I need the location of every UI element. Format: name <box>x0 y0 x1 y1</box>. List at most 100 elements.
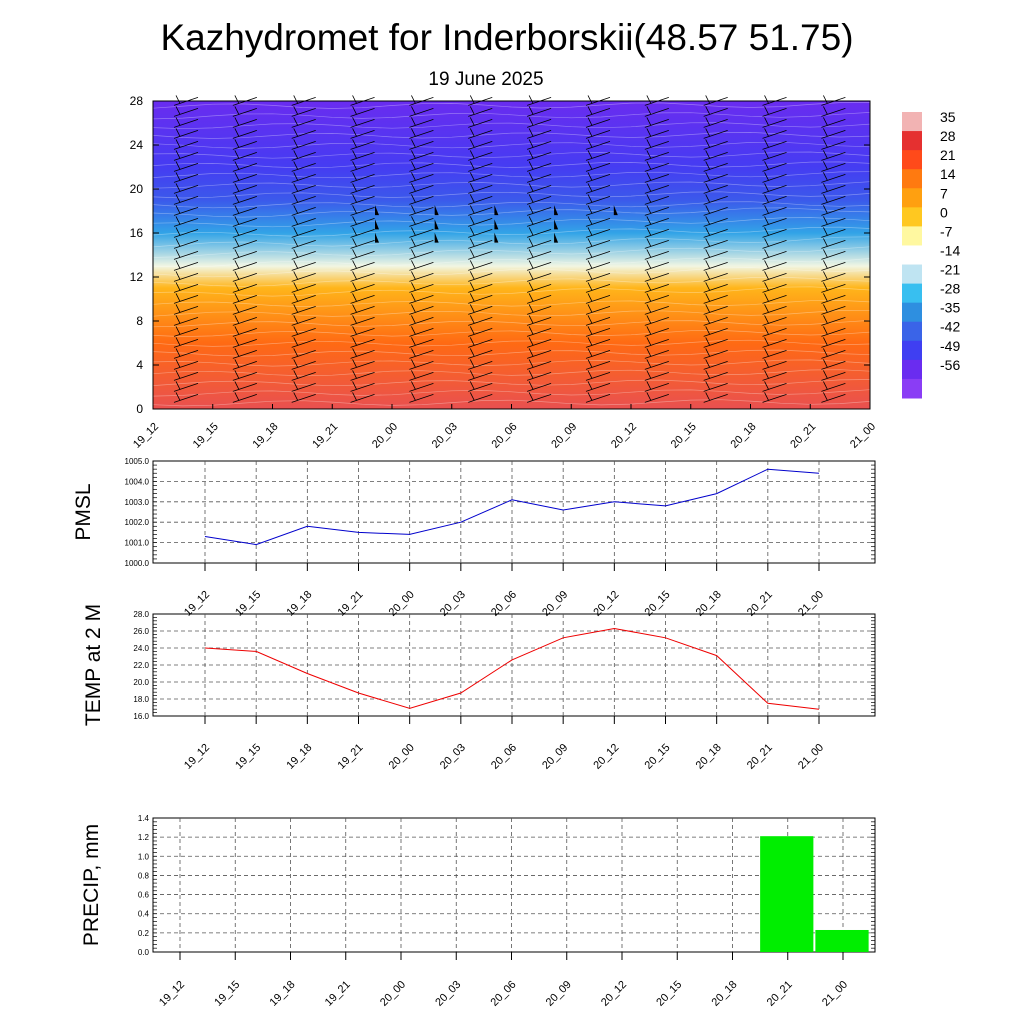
colorbar-label: 7 <box>940 185 948 201</box>
wind-barb <box>703 150 728 161</box>
x-tick-label: 20_21 <box>765 979 795 1009</box>
wind-barb <box>350 315 375 326</box>
wind-barb <box>585 249 611 260</box>
colorbar-swatch <box>902 169 922 189</box>
wind-barb <box>585 150 611 161</box>
wind-barb <box>644 249 669 260</box>
wind-barb <box>468 282 493 293</box>
wind-barb <box>703 370 728 381</box>
wind-barb <box>585 392 611 403</box>
wind-barb <box>173 150 199 161</box>
wind-barb <box>232 150 257 161</box>
wind-barb <box>644 315 669 326</box>
wind-barb <box>173 315 199 326</box>
wind-barb <box>173 161 199 172</box>
x-tick-label: 19_15 <box>233 742 263 772</box>
contour-line <box>152 112 871 120</box>
precip-bar <box>760 836 814 952</box>
wind-barb <box>526 315 552 326</box>
wind-barb <box>526 392 552 403</box>
wind-barb <box>468 260 493 271</box>
wind-barb <box>703 139 728 150</box>
wind-barb <box>821 150 846 161</box>
wind-barb <box>821 271 846 282</box>
wind-barb <box>232 227 257 238</box>
x-tick-label: 20_15 <box>669 421 699 451</box>
wind-barb <box>526 227 552 238</box>
wind-barb <box>762 227 787 238</box>
x-tick-label: 20_03 <box>438 742 468 772</box>
x-tick-label: 21_00 <box>848 421 878 451</box>
wind-barb <box>468 315 493 326</box>
wind-barb <box>173 117 199 128</box>
wind-barb <box>526 161 552 172</box>
wind-barb <box>821 337 846 348</box>
wind-barbs <box>173 95 846 403</box>
wind-barb <box>468 271 493 282</box>
wind-barb <box>585 271 611 282</box>
chart-subtitle: 19 June 2025 <box>428 69 543 90</box>
x-tick-label: 20_06 <box>489 979 519 1009</box>
contour-line <box>152 181 871 189</box>
wind-barb <box>468 381 493 392</box>
wind-barb <box>585 128 611 139</box>
wind-barb <box>762 128 787 139</box>
wind-barb <box>644 304 669 315</box>
wind-barb <box>644 260 669 271</box>
wind-barb <box>526 172 552 183</box>
wind-barb <box>291 282 316 293</box>
wind-barb <box>291 260 316 271</box>
x-tick-label: 21_00 <box>796 742 826 772</box>
wind-barb <box>232 128 257 139</box>
wind-barb <box>526 282 552 293</box>
wind-barb <box>232 381 257 392</box>
contour-line <box>152 236 871 248</box>
wind-barb <box>409 249 434 260</box>
wind-barb <box>291 216 316 227</box>
wind-barb <box>585 381 611 392</box>
colorbar: 35 28 21 14 7 0 -7 -14 -21 -28 -35 -42 -49 -56 <box>902 109 960 399</box>
colorbar-swatch <box>902 112 922 132</box>
x-tick-label: 19_18 <box>284 742 314 772</box>
wind-barb <box>173 106 199 117</box>
colorbar-swatch <box>902 245 922 266</box>
wind-barb <box>644 282 669 293</box>
wind-barb <box>232 260 257 271</box>
wind-barb <box>291 194 316 205</box>
contour-line <box>152 171 871 179</box>
y-tick-label: 18.0 <box>133 695 149 704</box>
wind-barb <box>291 326 316 337</box>
wind-barb <box>350 381 375 392</box>
wind-barb <box>821 227 846 238</box>
x-tick-label: 20_21 <box>745 742 775 772</box>
wind-barb <box>703 216 728 227</box>
wind-barb <box>762 106 787 117</box>
wind-barb <box>644 271 669 282</box>
wind-barb <box>703 392 728 403</box>
wind-barb <box>821 304 846 315</box>
wind-barb <box>173 205 199 216</box>
colorbar-swatch <box>902 264 922 285</box>
y-tick-label: 16.0 <box>133 712 149 721</box>
colorbar-label: -49 <box>940 338 960 354</box>
wind-barb <box>232 238 257 249</box>
wind-barb <box>468 161 493 172</box>
wind-barb <box>291 117 316 128</box>
contour-line <box>152 246 871 258</box>
wind-barb <box>703 227 728 238</box>
wind-barb <box>350 370 375 381</box>
x-tick-label: 19_12 <box>131 421 161 451</box>
y-tick-label: 0.6 <box>138 891 150 900</box>
wind-barb <box>291 172 316 183</box>
colorbar-label: -56 <box>940 357 960 373</box>
wind-barb <box>350 106 375 117</box>
y-tick-label: 24.0 <box>133 644 149 653</box>
wind-barb <box>762 315 787 326</box>
wind-barb <box>762 337 787 348</box>
wind-barb <box>173 227 199 238</box>
wind-barb <box>526 271 552 282</box>
wind-barb <box>762 260 787 271</box>
wind-barb <box>232 282 257 293</box>
wind-barb <box>585 326 611 337</box>
contour-line <box>152 201 871 209</box>
